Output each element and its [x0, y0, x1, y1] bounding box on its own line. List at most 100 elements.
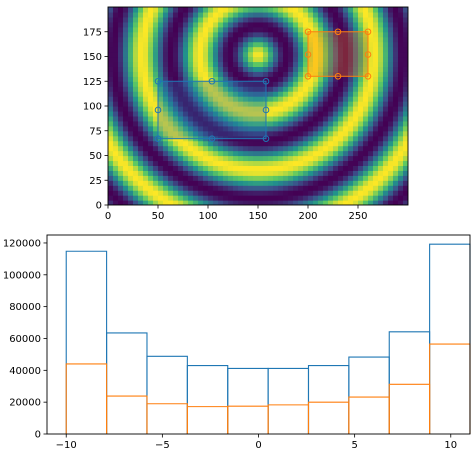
heatmap-cell — [168, 155, 174, 162]
heatmap-cell — [198, 71, 204, 77]
heatmap-cell — [288, 165, 294, 171]
selection-rectangle-2[interactable] — [307, 31, 369, 77]
heatmap-cell — [248, 130, 254, 137]
heatmap-cell — [308, 165, 314, 171]
selection-handle[interactable] — [154, 135, 162, 142]
heatmap-cell — [213, 7, 219, 13]
heatmap-cell — [213, 106, 219, 112]
heatmap-cell — [348, 21, 354, 28]
heatmap-cell — [383, 61, 389, 67]
heatmap-cell — [163, 46, 169, 53]
heatmap-cell — [323, 140, 329, 147]
heatmap-cell — [333, 86, 339, 92]
heatmap-cell — [388, 46, 394, 53]
heatmap-cell — [228, 150, 234, 157]
heatmap-cell — [333, 125, 339, 132]
heatmap-cell — [128, 31, 134, 38]
heatmap-cell — [248, 170, 254, 176]
selection-handle[interactable] — [304, 73, 312, 80]
heatmap-cell — [193, 7, 199, 13]
heatmap-cell — [213, 120, 219, 127]
selection-handle[interactable] — [262, 106, 270, 114]
heatmap-cell — [158, 160, 164, 166]
heatmap-cell — [358, 135, 364, 142]
heatmap-cell — [143, 71, 149, 77]
heatmap-cell — [293, 76, 299, 82]
heatmap-cell — [278, 61, 284, 67]
heatmap-cell — [138, 86, 144, 92]
heatmap-cell — [118, 76, 124, 82]
heatmap-cell — [118, 31, 124, 38]
heatmap-cell — [373, 11, 379, 18]
heatmap-selections[interactable] — [154, 28, 372, 142]
heatmap-cell — [368, 120, 374, 127]
heatmap-cell — [218, 66, 224, 72]
heatmap-cell — [353, 7, 359, 13]
heatmap-cell — [388, 21, 394, 28]
heatmap-cell — [303, 200, 309, 205]
heatmap-cell — [233, 16, 239, 23]
heatmap-cell — [393, 26, 399, 33]
heatmap-cell — [238, 165, 244, 171]
heatmap-cell — [393, 130, 399, 137]
selection-handle[interactable] — [304, 51, 312, 58]
x-tick-label: 100 — [198, 211, 217, 222]
selection-handle[interactable] — [154, 106, 162, 114]
selection-handle[interactable] — [364, 73, 372, 80]
heatmap-cell — [213, 16, 219, 23]
heatmap-cell — [358, 86, 364, 92]
heatmap-cell — [173, 110, 179, 117]
heatmap-cell — [118, 110, 124, 117]
heatmap-cell — [138, 51, 144, 58]
heatmap-cell — [223, 120, 229, 127]
heatmap-cell — [388, 115, 394, 122]
heatmap-cell — [233, 26, 239, 33]
heatmap-cell — [218, 51, 224, 58]
selection-handle[interactable] — [262, 77, 270, 85]
heatmap-cell — [228, 31, 234, 38]
heatmap-cell — [153, 200, 159, 205]
heatmap-cell — [258, 115, 264, 122]
heatmap-cell — [268, 41, 274, 48]
selection-handle[interactable] — [364, 51, 372, 58]
heatmap-cell — [183, 51, 189, 58]
heatmap-cell — [238, 120, 244, 127]
heatmap-cell — [303, 91, 309, 97]
heatmap-cell — [388, 76, 394, 82]
heatmap-cell — [388, 180, 394, 186]
selection-handle[interactable] — [334, 73, 342, 80]
heatmap-cell — [123, 180, 129, 186]
heatmap-cell — [243, 56, 249, 63]
heatmap-cell — [228, 110, 234, 117]
heatmap-cell — [148, 86, 154, 92]
heatmap-cell — [128, 46, 134, 53]
heatmap-cell — [183, 150, 189, 157]
heatmap-cell — [338, 110, 344, 117]
heatmap-cell — [363, 120, 369, 127]
selection-handle[interactable] — [334, 28, 342, 36]
selection-handle[interactable] — [364, 28, 372, 36]
heatmap-cell — [373, 56, 379, 63]
heatmap-cell — [258, 170, 264, 176]
selection-handle[interactable] — [262, 135, 270, 142]
selection-rectangle-1[interactable] — [157, 80, 267, 140]
heatmap-cell — [343, 41, 349, 48]
heatmap-cell — [328, 170, 334, 176]
heatmap-cell — [173, 61, 179, 67]
heatmap-cell — [158, 165, 164, 171]
selection-handle[interactable] — [208, 135, 216, 142]
selection-handle[interactable] — [304, 28, 312, 36]
heatmap-cell — [208, 150, 214, 157]
heatmap-cell — [223, 180, 229, 186]
heatmap-cell — [128, 190, 134, 196]
heatmap-cell — [358, 71, 364, 77]
heatmap-cell — [368, 135, 374, 142]
heatmap-cell — [303, 145, 309, 152]
heatmap-cell — [173, 140, 179, 147]
heatmap-cell — [318, 91, 324, 97]
heatmap-cell — [253, 185, 259, 191]
heatmap-cell — [238, 185, 244, 191]
heatmap-cell — [228, 195, 234, 201]
selection-handle[interactable] — [154, 77, 162, 85]
selection-handle[interactable] — [208, 77, 216, 85]
